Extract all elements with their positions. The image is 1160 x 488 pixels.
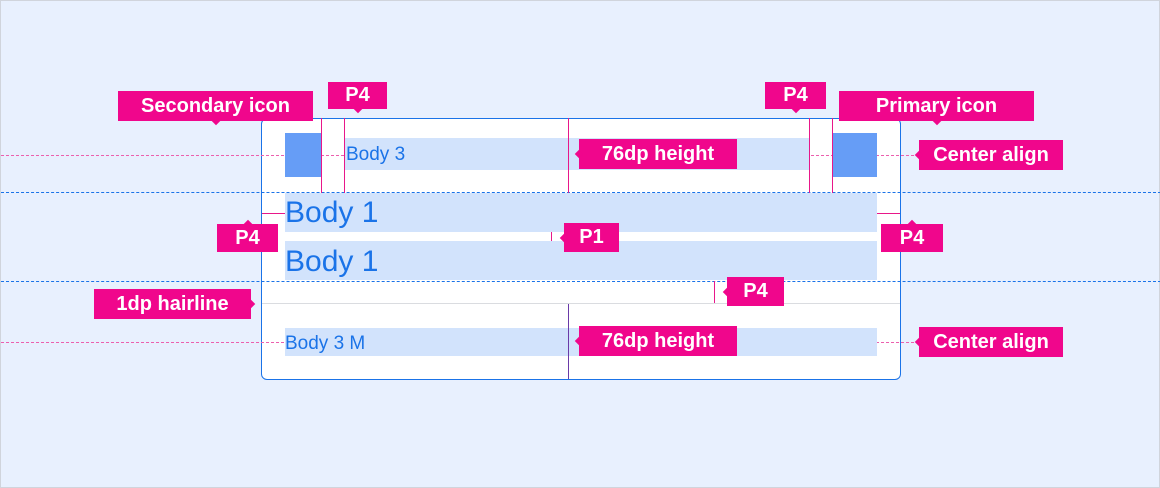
- primary-icon-label: Primary icon: [839, 91, 1034, 121]
- body1-text: Body 1: [285, 241, 877, 280]
- p4-label: P4: [765, 82, 826, 109]
- spacing-line: [262, 213, 285, 214]
- height-line: [568, 118, 569, 193]
- row-guide: [1, 281, 1160, 282]
- p4-label: P4: [881, 224, 943, 252]
- secondary-icon-label: Secondary icon: [118, 91, 313, 121]
- p4-label: P4: [727, 277, 784, 306]
- p4-label: P4: [217, 224, 278, 252]
- spacing-line: [321, 118, 322, 193]
- spacing-line: [551, 232, 552, 241]
- height-label: 76dp height: [579, 139, 737, 169]
- spacing-line: [832, 118, 833, 193]
- height-line: [568, 304, 569, 379]
- p4-label: P4: [328, 82, 387, 109]
- p1-label: P1: [564, 223, 619, 252]
- spacing-line: [809, 118, 810, 193]
- hairline-divider: [262, 303, 900, 304]
- spacing-line: [344, 118, 345, 193]
- primary-icon: [832, 133, 877, 177]
- center-align-label: Center align: [919, 327, 1063, 357]
- height-label: 76dp height: [579, 326, 737, 356]
- row-guide: [1, 192, 1160, 193]
- spacing-line: [877, 213, 900, 214]
- spacing-line: [714, 281, 715, 303]
- secondary-icon: [285, 133, 321, 177]
- center-align-label: Center align: [919, 140, 1063, 170]
- hairline-label: 1dp hairline: [94, 289, 251, 319]
